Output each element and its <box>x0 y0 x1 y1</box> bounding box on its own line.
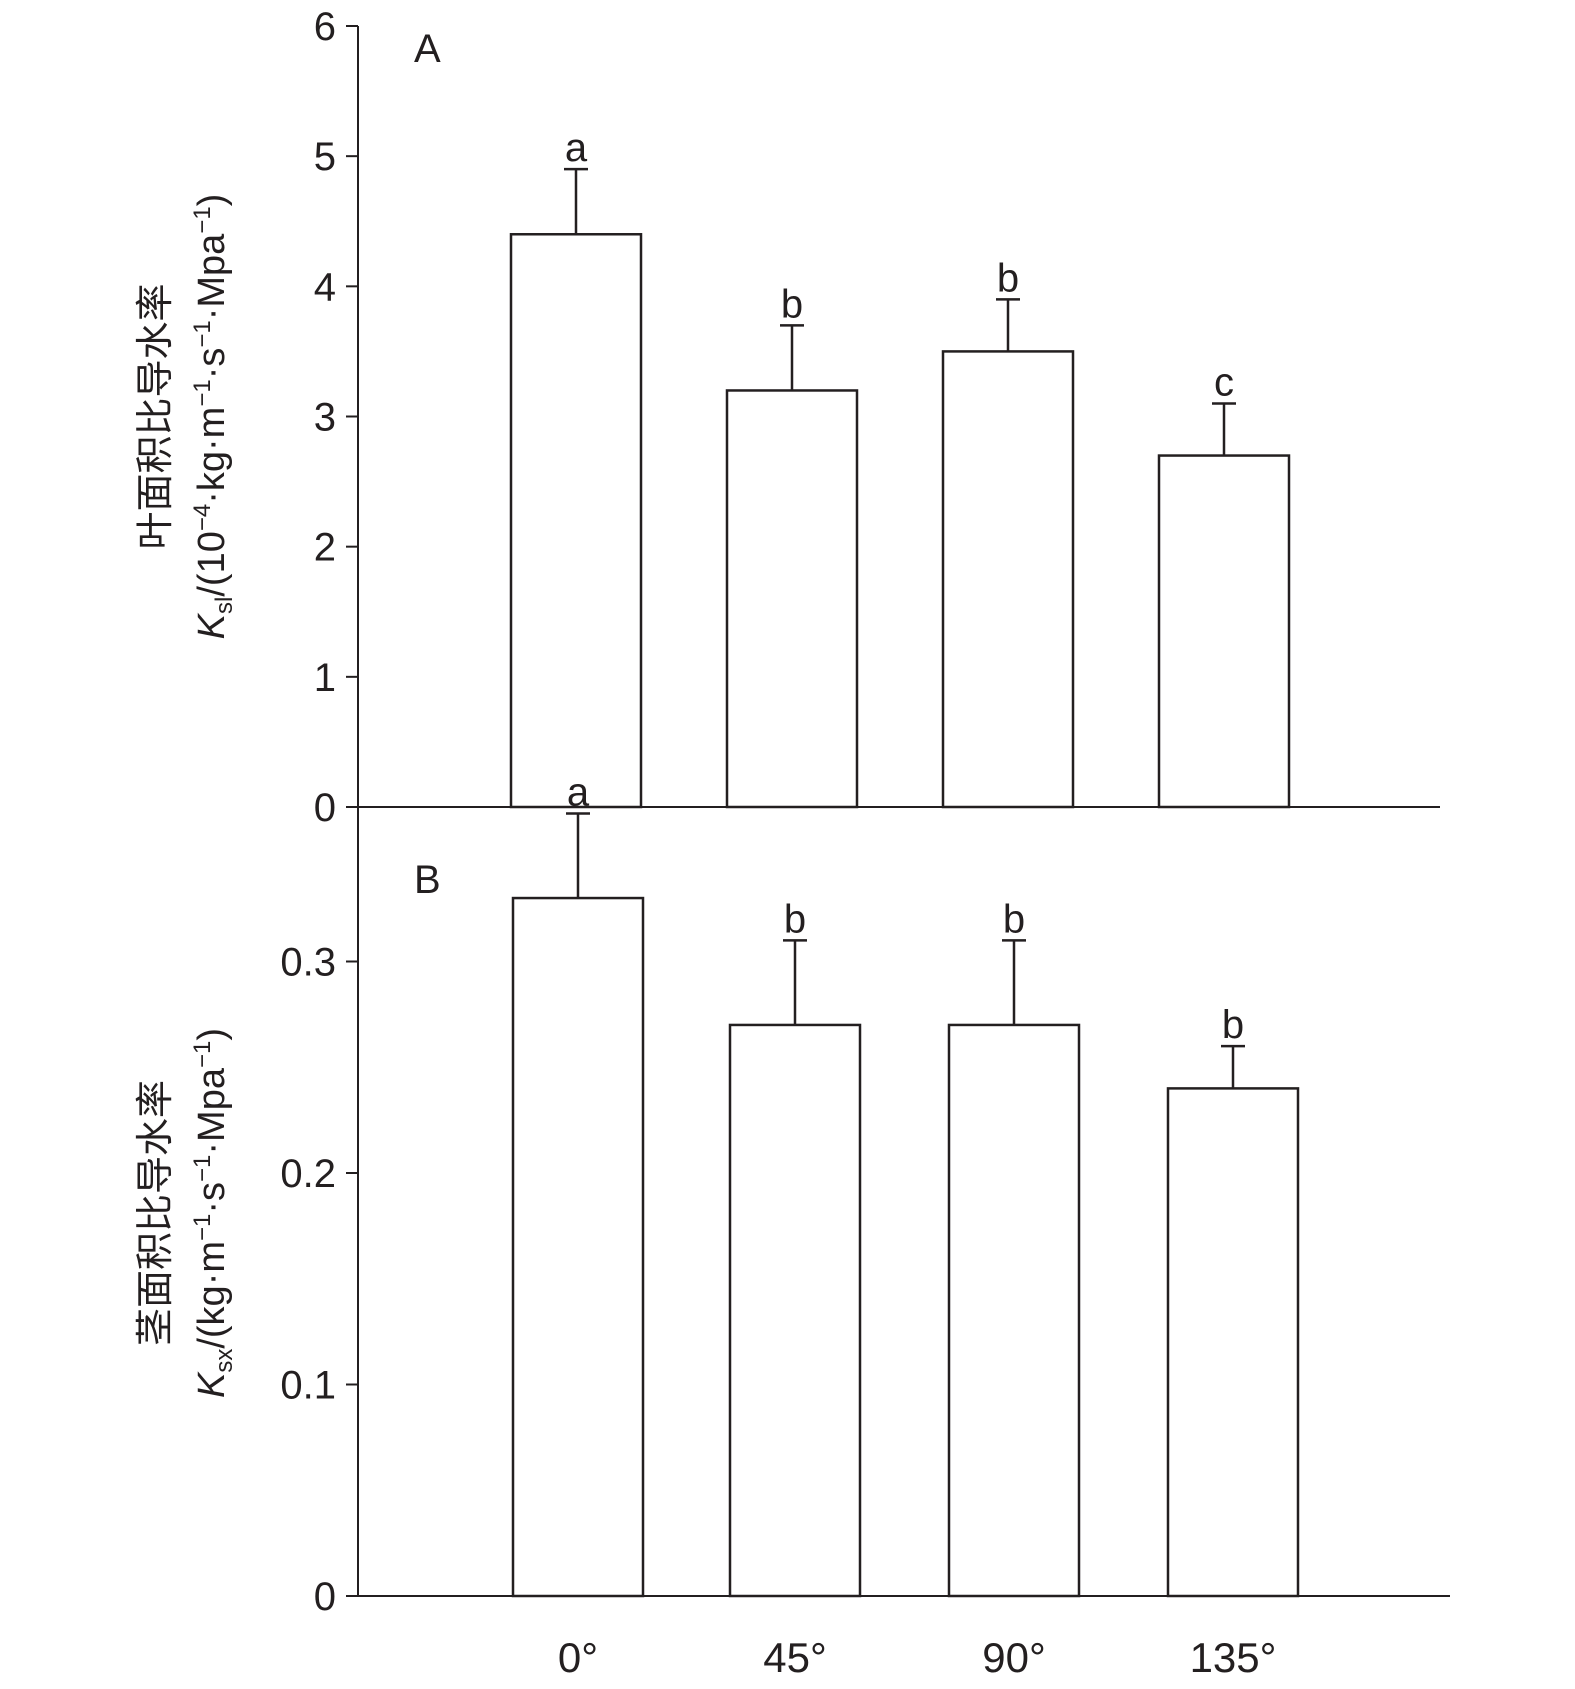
y-tick-label: 0 <box>314 1575 336 1619</box>
bar <box>947 1023 1081 1598</box>
y-axis-label-symbol-unit: Ksx/(kg·m−1·s−1·Mpa−1) <box>189 1028 238 1398</box>
significance-letter: b <box>1222 1003 1244 1047</box>
y-tick-label: 5 <box>314 135 336 179</box>
bar <box>728 1023 862 1598</box>
y-axis-unit-superscript: −1 <box>189 1155 216 1182</box>
panel-label: A <box>414 27 441 71</box>
y-axis-unit-superscript: −1 <box>189 206 216 233</box>
y-tick-label: 0 <box>314 786 336 830</box>
y-tick-label: 0.3 <box>280 941 336 985</box>
x-tick-label: 135° <box>1190 1634 1277 1681</box>
y-axis-label-symbol-unit: Ksl/(10−4·kg·m−1·s−1·Mpa−1) <box>189 194 238 640</box>
significance-letter: a <box>565 126 588 170</box>
significance-letter: b <box>784 897 806 941</box>
y-axis-subscript: sl <box>211 597 238 614</box>
x-tick-label: 45° <box>763 1634 827 1681</box>
panel-b: 0 0.1 0.2 0.3 Ba b b b 0° 45° 90° 135° 茎面积比导水率 Ksx/(k… <box>133 750 1450 1681</box>
y-axis-symbol: K <box>191 612 233 639</box>
y-axis-unit-text: ) <box>191 194 233 207</box>
y-axis-unit-text: ) <box>191 1028 233 1041</box>
significance-letter: a <box>567 770 590 814</box>
y-axis-unit-text: /(kg·m <box>191 1241 233 1349</box>
panel-label: B <box>414 858 441 902</box>
x-tick-label: 90° <box>982 1634 1046 1681</box>
y-axis-unit-superscript: −1 <box>189 379 216 406</box>
bar <box>725 389 859 809</box>
y-axis-unit-text: ·Mpa <box>191 1067 233 1154</box>
significance-letter: c <box>1214 360 1234 404</box>
y-axis-unit-text: ·s <box>191 1182 233 1214</box>
bar <box>1166 1087 1300 1598</box>
y-axis-unit-superscript: −4 <box>189 504 216 531</box>
y-tick-label: 6 <box>314 5 336 49</box>
y-tick-label: 1 <box>314 656 336 700</box>
significance-letter: b <box>781 282 803 326</box>
bar <box>511 896 645 1598</box>
y-axis-subscript: sx <box>211 1349 238 1373</box>
y-tick-label: 4 <box>314 265 336 309</box>
y-axis-unit-superscript: −1 <box>189 1214 216 1241</box>
y-tick-label: 0.1 <box>280 1364 336 1408</box>
y-tick-label: 3 <box>314 396 336 440</box>
y-tick-label: 0.2 <box>280 1152 336 1196</box>
x-tick-label: 0° <box>558 1634 598 1681</box>
y-axis-unit-text: ·s <box>191 348 233 380</box>
y-axis-unit-superscript: −1 <box>189 1041 216 1068</box>
y-axis-unit-text: /(10 <box>191 531 233 596</box>
y-tick-label: 2 <box>314 526 336 570</box>
bar <box>941 350 1075 809</box>
bar <box>1157 454 1291 809</box>
y-axis-unit-text: ·Mpa <box>191 233 233 320</box>
y-axis-label-chinese: 茎面积比导水率 <box>133 1080 177 1346</box>
y-axis-unit-superscript: −1 <box>189 320 216 347</box>
y-axis-unit-text: ·kg·m <box>191 407 233 504</box>
significance-letter: b <box>1003 897 1025 941</box>
y-axis-symbol: K <box>191 1371 233 1398</box>
bar <box>509 233 643 809</box>
significance-letter: b <box>997 256 1019 300</box>
y-axis-label-chinese: 叶面积比导水率 <box>133 283 177 549</box>
